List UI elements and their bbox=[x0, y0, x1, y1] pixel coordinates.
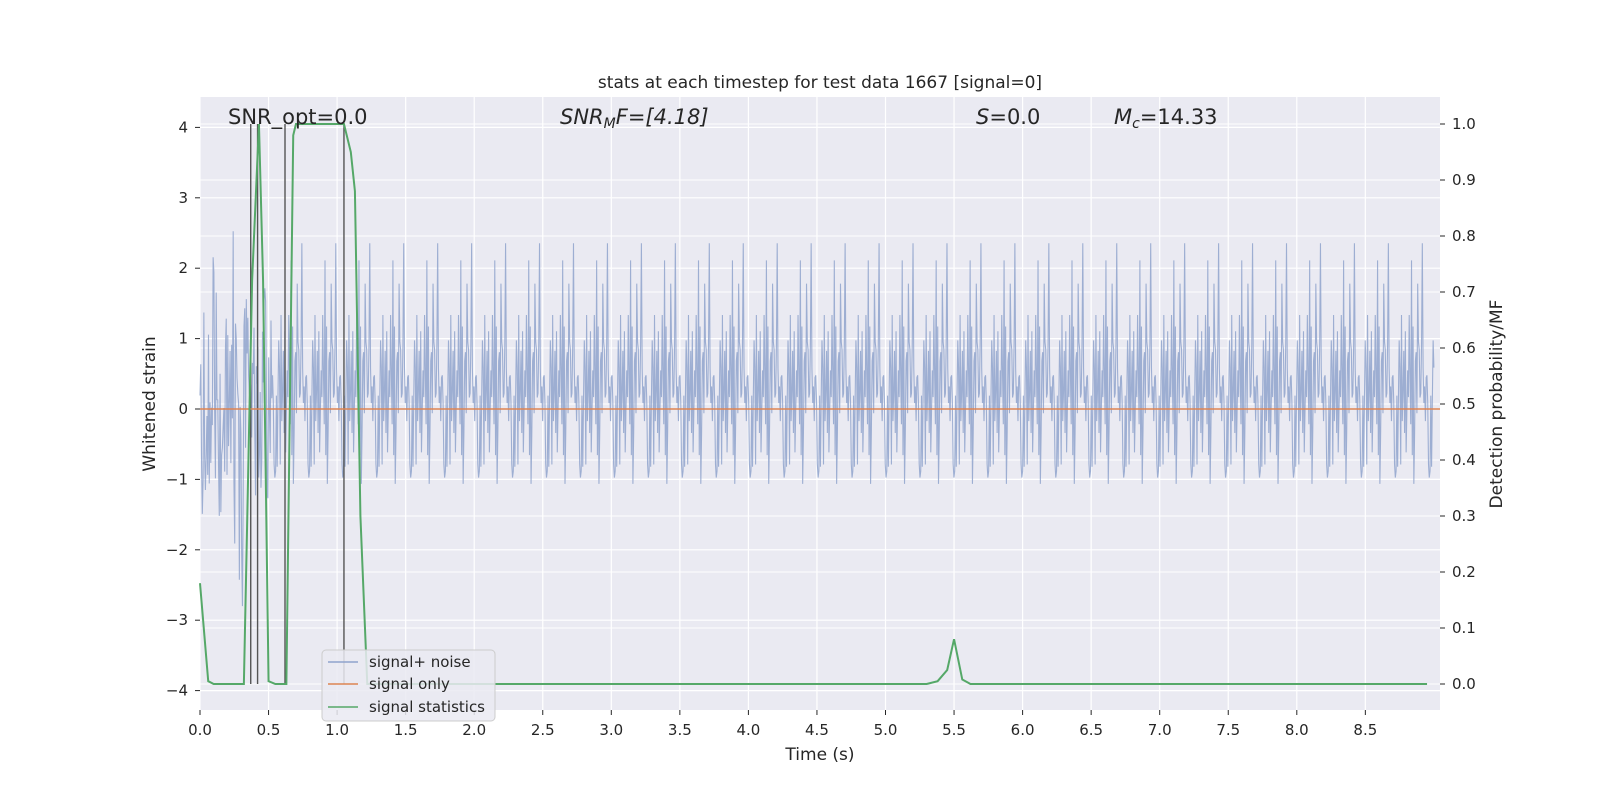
x-tick-label: 6.5 bbox=[1079, 721, 1103, 739]
y2-axis-label: Detection probability/MF bbox=[1487, 300, 1507, 509]
x-tick-label: 6.0 bbox=[1011, 721, 1035, 739]
x-tick-label: 3.0 bbox=[599, 721, 623, 739]
annotation-mc-main: M bbox=[1114, 105, 1132, 129]
statistics-line bbox=[199, 123, 1428, 685]
y-tick-label: 2 bbox=[178, 259, 188, 277]
annotation-snr-mf: SNRMF=[4.18] bbox=[560, 105, 709, 132]
annotation-mc-sub: c bbox=[1132, 116, 1140, 132]
annotation-snr-mf-rest: F=[4.18] bbox=[616, 105, 709, 129]
y2-tick-labels: 1.0 0.9 0.8 0.7 0.6 0.5 0.4 0.3 0.2 0.1 0.0 bbox=[1440, 115, 1476, 693]
x-tick-label: 8.0 bbox=[1285, 721, 1309, 739]
y-tick-labels: 4 3 2 1 0 −1 −2 −3 −4 bbox=[166, 118, 200, 700]
x-tick-label: 4.5 bbox=[805, 721, 829, 739]
x-tick-label: 2.5 bbox=[531, 721, 555, 739]
y2-tick-label: 0.4 bbox=[1452, 451, 1476, 469]
y2-tick-label: 0.1 bbox=[1452, 619, 1476, 637]
legend-label-noise: signal+ noise bbox=[369, 653, 471, 671]
x-tick-label: 4.0 bbox=[736, 721, 760, 739]
y-tick-label: 3 bbox=[178, 189, 188, 207]
legend-label-signal-only: signal only bbox=[369, 675, 450, 693]
y-axis-label: Whitened strain bbox=[140, 336, 160, 471]
x-tick-label: 5.0 bbox=[874, 721, 898, 739]
y2-tick-label: 0.2 bbox=[1452, 563, 1476, 581]
annotation-mc: Mc=14.33 bbox=[1114, 105, 1218, 132]
annotation-s-main: S bbox=[976, 105, 989, 129]
x-tick-label: 8.5 bbox=[1353, 721, 1377, 739]
x-tick-label: 3.5 bbox=[668, 721, 692, 739]
noise-line bbox=[199, 231, 1435, 607]
y2-tick-label: 0.0 bbox=[1452, 675, 1476, 693]
y-tick-label: 1 bbox=[178, 330, 188, 348]
y2-tick-label: 0.7 bbox=[1452, 283, 1476, 301]
chart-title: stats at each timestep for test data 166… bbox=[598, 73, 1042, 93]
y-tick-label: 0 bbox=[178, 400, 188, 418]
y-tick-label: 4 bbox=[178, 118, 188, 136]
x-tick-label: 0.0 bbox=[188, 721, 212, 739]
vertical-markers bbox=[250, 124, 345, 684]
y2-tick-label: 0.9 bbox=[1452, 171, 1476, 189]
annotation-mc-rest: =14.33 bbox=[1140, 105, 1218, 129]
x-tick-label: 1.5 bbox=[394, 721, 418, 739]
annotation-snr-opt: SNR_opt=0.0 bbox=[228, 105, 368, 130]
y2-tick-label: 0.5 bbox=[1452, 395, 1476, 413]
x-tick-label: 2.0 bbox=[462, 721, 486, 739]
y-tick-label: −4 bbox=[166, 682, 188, 700]
y2-tick-label: 0.6 bbox=[1452, 339, 1476, 357]
annotation-s-rest: =0.0 bbox=[989, 105, 1040, 129]
x-tick-label: 1.0 bbox=[325, 721, 349, 739]
y2-tick-label: 0.8 bbox=[1452, 227, 1476, 245]
series-signal-noise bbox=[199, 231, 1435, 607]
y-tick-label: −1 bbox=[166, 470, 188, 488]
x-tick-label: 0.5 bbox=[257, 721, 281, 739]
legend-box bbox=[321, 649, 496, 722]
annotation-snr-mf-sub: M bbox=[604, 116, 616, 132]
legend: signal+ noise signal only signal statist… bbox=[321, 649, 496, 722]
x-tick-label: 7.0 bbox=[1148, 721, 1172, 739]
annotation-snr-mf-main: SNR bbox=[560, 105, 604, 129]
x-axis-label: Time (s) bbox=[784, 745, 854, 765]
y2-tick-label: 0.3 bbox=[1452, 507, 1476, 525]
legend-label-statistics: signal statistics bbox=[369, 698, 485, 716]
x-tick-label: 7.5 bbox=[1216, 721, 1240, 739]
series-signal-statistics bbox=[199, 123, 1428, 685]
y-tick-label: −3 bbox=[166, 611, 188, 629]
annotation-s: S=0.0 bbox=[976, 105, 1040, 129]
y-tick-label: −2 bbox=[166, 541, 188, 559]
x-tick-label: 5.5 bbox=[942, 721, 966, 739]
y2-tick-label: 1.0 bbox=[1452, 115, 1476, 133]
x-tick-labels: 0.0 0.5 1.0 1.5 2.0 2.5 3.0 3.5 4.0 4.5 5.0 5.5 6.0 6… bbox=[188, 710, 1377, 739]
